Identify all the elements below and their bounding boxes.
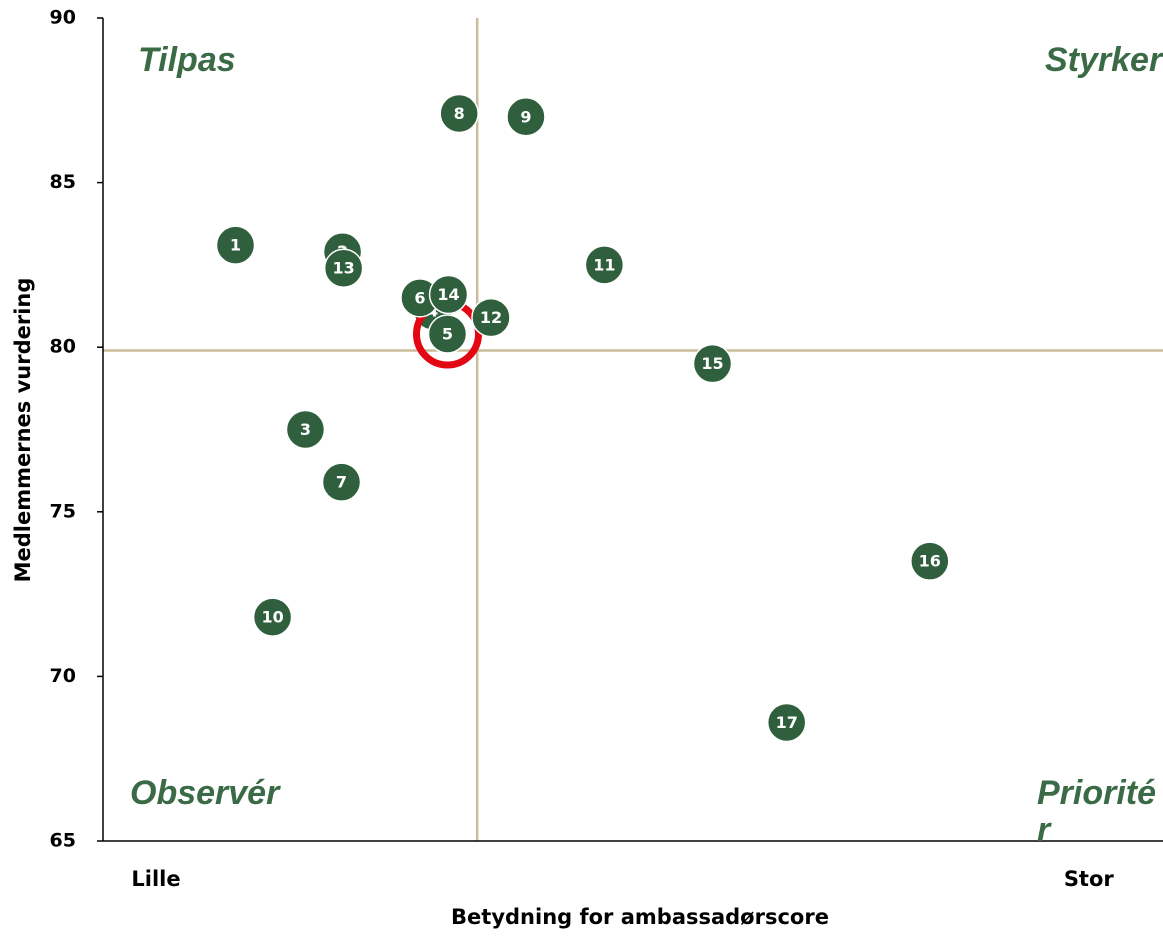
point: [766, 702, 807, 743]
point: [427, 314, 468, 354]
point: [252, 597, 293, 637]
x-axis-label: Betydning for ambassadørscore: [451, 905, 829, 929]
y-tick-label: 90: [50, 7, 76, 29]
point: [910, 541, 950, 581]
point: [321, 462, 362, 502]
point: [323, 248, 364, 288]
point-label: 3: [300, 420, 311, 439]
point-label: 13: [332, 259, 354, 278]
point: [439, 93, 479, 134]
y-tick-label: 75: [50, 500, 76, 522]
y-tick-label: 65: [50, 830, 76, 852]
point-label: 8: [454, 104, 465, 123]
y-axis-label: Medlemmernes vurdering: [11, 278, 35, 583]
point-label: 11: [593, 255, 615, 274]
quadrant-label: Prioritér: [1037, 774, 1157, 850]
point-label: 15: [701, 354, 723, 373]
point-label: 7: [336, 473, 347, 492]
point-label: 5: [442, 325, 453, 344]
point-label: 14: [437, 285, 459, 304]
point: [285, 409, 326, 450]
point-label: 6: [414, 288, 425, 307]
point: [428, 274, 469, 315]
x-tick-label: Stor: [1064, 867, 1115, 891]
point: [584, 245, 625, 285]
point-label: 9: [520, 107, 531, 126]
y-tick-label: 80: [50, 336, 76, 358]
quadrant-label: Observér: [130, 774, 280, 812]
quadrant-label: Tilpas: [138, 41, 236, 79]
x-tick-label: Lille: [131, 867, 180, 891]
point: [215, 225, 256, 265]
point: [471, 297, 511, 338]
point-label: 10: [261, 608, 283, 627]
point-label: 1: [230, 236, 241, 255]
quadrant-label: Styrker: [1045, 41, 1163, 79]
y-tick-label: 85: [50, 171, 76, 193]
point-label: 12: [480, 308, 502, 327]
y-tick-label: 70: [50, 665, 76, 687]
point-label: 16: [919, 552, 941, 571]
point: [692, 343, 733, 384]
point-label: 17: [776, 713, 798, 732]
point: [506, 97, 546, 137]
